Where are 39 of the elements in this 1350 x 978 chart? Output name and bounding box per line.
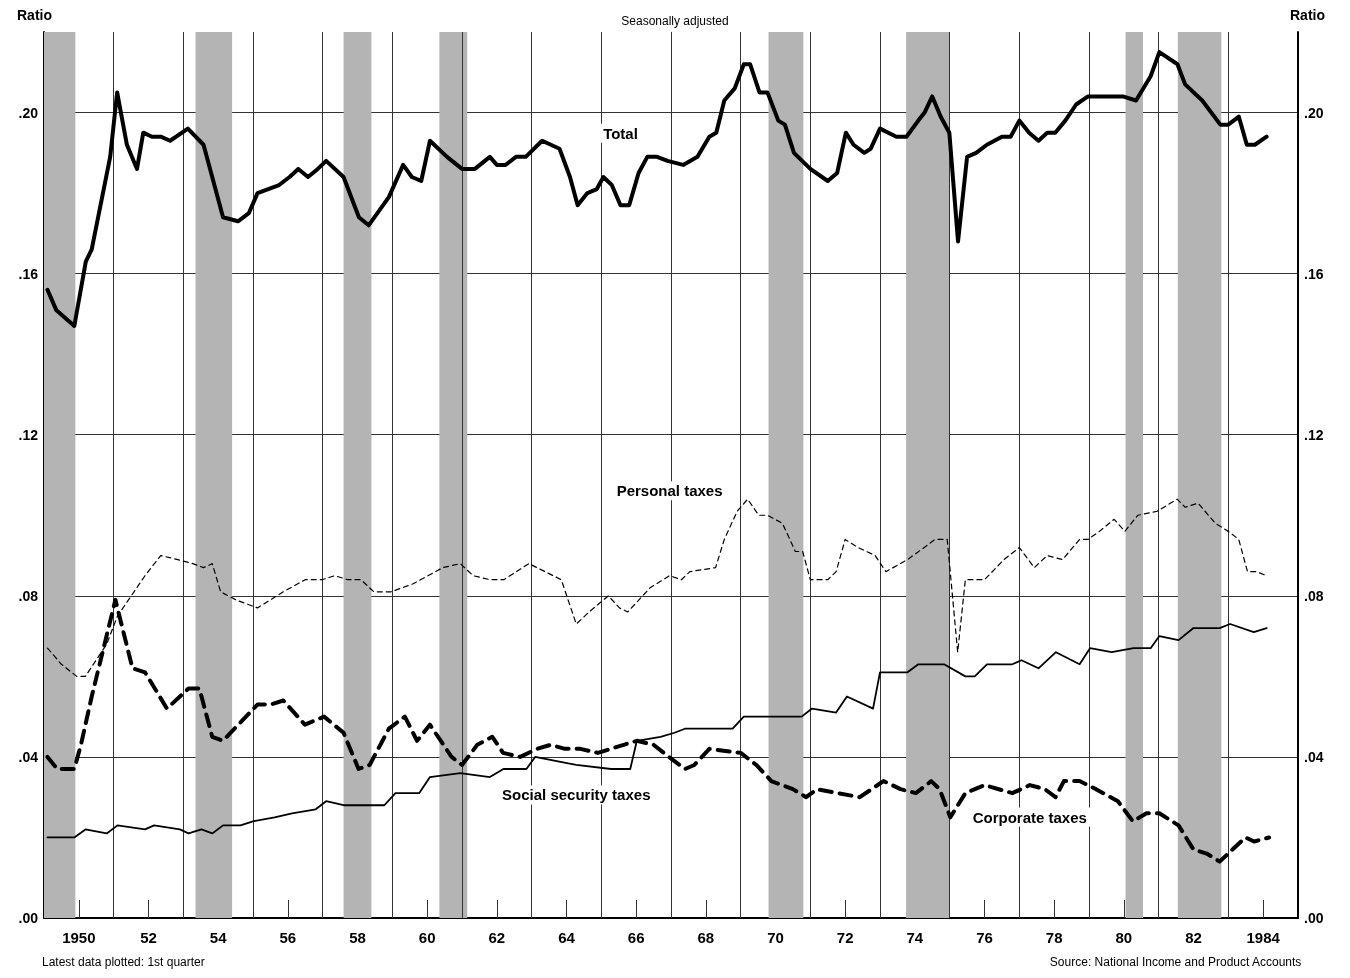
x-tick-label: 54 bbox=[209, 929, 228, 946]
x-tick-label: 82 bbox=[1185, 929, 1202, 946]
y-tick-label: .04 bbox=[18, 748, 39, 765]
chart-title: Seasonally adjusted bbox=[621, 14, 729, 28]
y-tick-label: .20 bbox=[18, 104, 39, 121]
y2-tick-label: .08 bbox=[1304, 587, 1324, 604]
series-label: Total bbox=[603, 124, 638, 142]
series-label: Social security taxes bbox=[502, 786, 651, 804]
x-tick-label: 60 bbox=[418, 929, 436, 946]
x-tick-label: 78 bbox=[1045, 929, 1063, 946]
source-note: Source: National Income and Product Accounts bbox=[1049, 955, 1302, 969]
y2-tick-label: .20 bbox=[1304, 104, 1324, 121]
x-tick-label: 56 bbox=[279, 929, 297, 946]
y-tick-label: .08 bbox=[18, 587, 39, 604]
y2-tick-label: .16 bbox=[1304, 265, 1324, 282]
x-tick-label: 64 bbox=[558, 929, 576, 946]
x-tick-label: 58 bbox=[349, 929, 366, 946]
x-tick-label: 72 bbox=[836, 929, 854, 946]
x-tick-label: 70 bbox=[767, 929, 784, 946]
text: Latest data plotted: 1st quarter bbox=[42, 955, 205, 969]
x-tick-label: 1984 bbox=[1246, 929, 1281, 946]
y2-tick-label: .00 bbox=[1304, 910, 1324, 926]
y2-axis-title: Ratio bbox=[1290, 7, 1325, 23]
y-tick-label: .16 bbox=[18, 265, 39, 282]
series-label: Corporate taxes bbox=[972, 808, 1087, 826]
y-axis-title: Ratio bbox=[17, 7, 52, 23]
x-tick-label: 52 bbox=[140, 929, 157, 946]
series-label: Personal taxes bbox=[616, 482, 723, 500]
x-tick-label: 1950 bbox=[62, 929, 96, 946]
x-tick-label: 62 bbox=[488, 929, 506, 946]
y2-tick-label: .04 bbox=[1304, 748, 1324, 765]
x-tick-label: 74 bbox=[906, 929, 924, 946]
y2-tick-label: .12 bbox=[1304, 426, 1324, 443]
x-tick-label: 66 bbox=[627, 929, 645, 946]
y-tick-label: .12 bbox=[18, 426, 39, 443]
x-tick-label: 80 bbox=[1115, 929, 1133, 946]
x-tick-label: 76 bbox=[976, 929, 993, 946]
x-tick-label: 68 bbox=[697, 929, 715, 946]
y-tick-label: .00 bbox=[18, 910, 39, 926]
